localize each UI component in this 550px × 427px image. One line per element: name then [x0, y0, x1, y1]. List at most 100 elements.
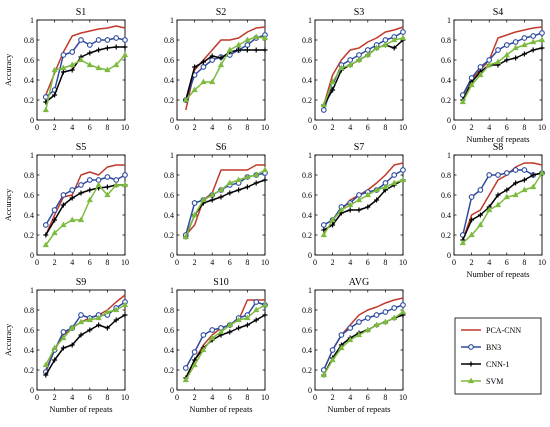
x-tick-label: 0 — [452, 258, 456, 267]
data-point-cnn-1 — [244, 47, 250, 53]
y-tick-label: 0 — [30, 116, 34, 125]
data-point-svm — [200, 346, 207, 353]
x-tick-label: 10 — [121, 258, 129, 267]
data-point-svm — [104, 191, 111, 198]
data-point-svm — [42, 361, 49, 368]
series-line-bn3 — [185, 301, 266, 369]
data-point-bn3 — [400, 167, 406, 173]
data-point-svm — [42, 241, 49, 248]
y-tick-label: 0.2 — [24, 366, 34, 375]
data-point-svm — [77, 216, 85, 223]
data-point-cnn-1 — [52, 92, 58, 98]
data-point-cnn-1 — [78, 332, 84, 338]
data-point-svm — [104, 308, 111, 315]
data-point-cnn-1 — [236, 187, 242, 193]
data-point-cnn-1 — [104, 325, 110, 331]
data-point-svm — [217, 328, 225, 335]
y-tick-label: 0 — [30, 251, 34, 260]
y-tick-label: 0 — [447, 116, 451, 125]
data-point-cnn-1 — [104, 45, 110, 51]
data-point-cnn-1 — [236, 47, 242, 53]
series-line-cnn-1 — [45, 314, 126, 376]
data-point-svm — [503, 193, 510, 200]
data-point-bn3 — [51, 207, 58, 213]
series-line-pca-cnn — [323, 26, 404, 106]
data-point-svm — [459, 239, 466, 246]
data-point-bn3 — [400, 302, 406, 308]
data-point-svm — [121, 181, 129, 188]
data-point-svm — [51, 344, 58, 351]
y-tick-label: 0.6 — [24, 56, 34, 65]
data-point-svm — [355, 196, 363, 203]
data-point-bn3 — [200, 64, 207, 70]
x-tick-label: 2 — [53, 393, 57, 402]
x-tick-label: 4 — [487, 123, 491, 132]
data-point-svm — [373, 186, 380, 193]
data-point-svm — [69, 216, 76, 223]
data-point-bn3 — [521, 167, 528, 173]
data-point-bn3 — [468, 194, 475, 200]
y-tick-label: 0.4 — [164, 76, 174, 85]
plot-frame — [36, 154, 126, 256]
x-tick-label: 10 — [261, 123, 269, 132]
data-point-svm — [261, 166, 269, 173]
x-tick-label: 6 — [228, 393, 232, 402]
data-point-bn3 — [391, 305, 398, 311]
data-point-bn3 — [320, 222, 327, 228]
data-point-svm — [538, 169, 546, 176]
data-point-svm — [329, 216, 336, 223]
data-point-svm — [391, 314, 398, 321]
y-tick-label: 0.2 — [302, 366, 312, 375]
data-point-svm — [364, 51, 371, 58]
data-point-bn3 — [60, 192, 67, 198]
x-tick-label: 4 — [70, 393, 74, 402]
x-tick-label: 8 — [245, 258, 249, 267]
x-tick-label: 4 — [210, 258, 214, 267]
data-point-svm — [182, 96, 189, 103]
data-point-cnn-1 — [469, 217, 475, 223]
legend: PCA-CNN BN3 CNN-1 SVM — [454, 317, 542, 395]
data-point-cnn-1 — [504, 187, 510, 193]
data-point-svm — [51, 229, 58, 236]
y-tick-label: 0.2 — [164, 96, 174, 105]
data-point-svm — [60, 221, 67, 228]
data-point-cnn-1 — [227, 329, 233, 335]
y-tick-label: 0.8 — [24, 171, 34, 180]
data-point-svm — [191, 361, 198, 368]
panel-title: S3 — [354, 7, 365, 18]
y-tick-label: 0.8 — [24, 306, 34, 315]
data-point-svm — [200, 196, 207, 203]
data-point-cnn-1 — [330, 87, 336, 93]
x-tick-label: 6 — [88, 258, 92, 267]
data-point-bn3 — [122, 37, 128, 43]
series-line-cnn-1 — [45, 46, 125, 103]
series-line-svm — [323, 179, 404, 236]
y-tick-label: 0.4 — [441, 76, 451, 85]
plot-frame — [453, 19, 543, 121]
y-tick-label: 0 — [170, 386, 174, 395]
data-point-bn3 — [503, 42, 510, 48]
data-point-bn3 — [86, 42, 93, 48]
x-tick-label: 6 — [366, 123, 370, 132]
x-tick-label: 10 — [261, 258, 269, 267]
y-tick-label: 0.8 — [302, 36, 312, 45]
series-line-pca-cnn — [185, 164, 265, 236]
data-point-svm — [60, 64, 67, 71]
series-line-bn3 — [45, 174, 126, 226]
data-point-bn3 — [60, 329, 67, 335]
x-tick-label: 2 — [331, 393, 335, 402]
data-point-svm — [486, 61, 493, 68]
y-tick-label: 1 — [308, 151, 312, 160]
panel-title: S10 — [213, 277, 229, 288]
series-line-bn3 — [462, 32, 543, 96]
data-point-svm — [338, 206, 345, 213]
data-point-cnn-1 — [60, 202, 66, 208]
data-point-cnn-1 — [262, 177, 268, 183]
data-point-svm — [244, 314, 251, 321]
x-tick-label: 10 — [121, 123, 129, 132]
data-point-svm — [364, 326, 371, 333]
data-point-svm — [338, 344, 345, 351]
data-point-svm — [261, 301, 269, 308]
y-tick-label: 1 — [30, 16, 34, 25]
data-point-cnn-1 — [236, 325, 242, 331]
